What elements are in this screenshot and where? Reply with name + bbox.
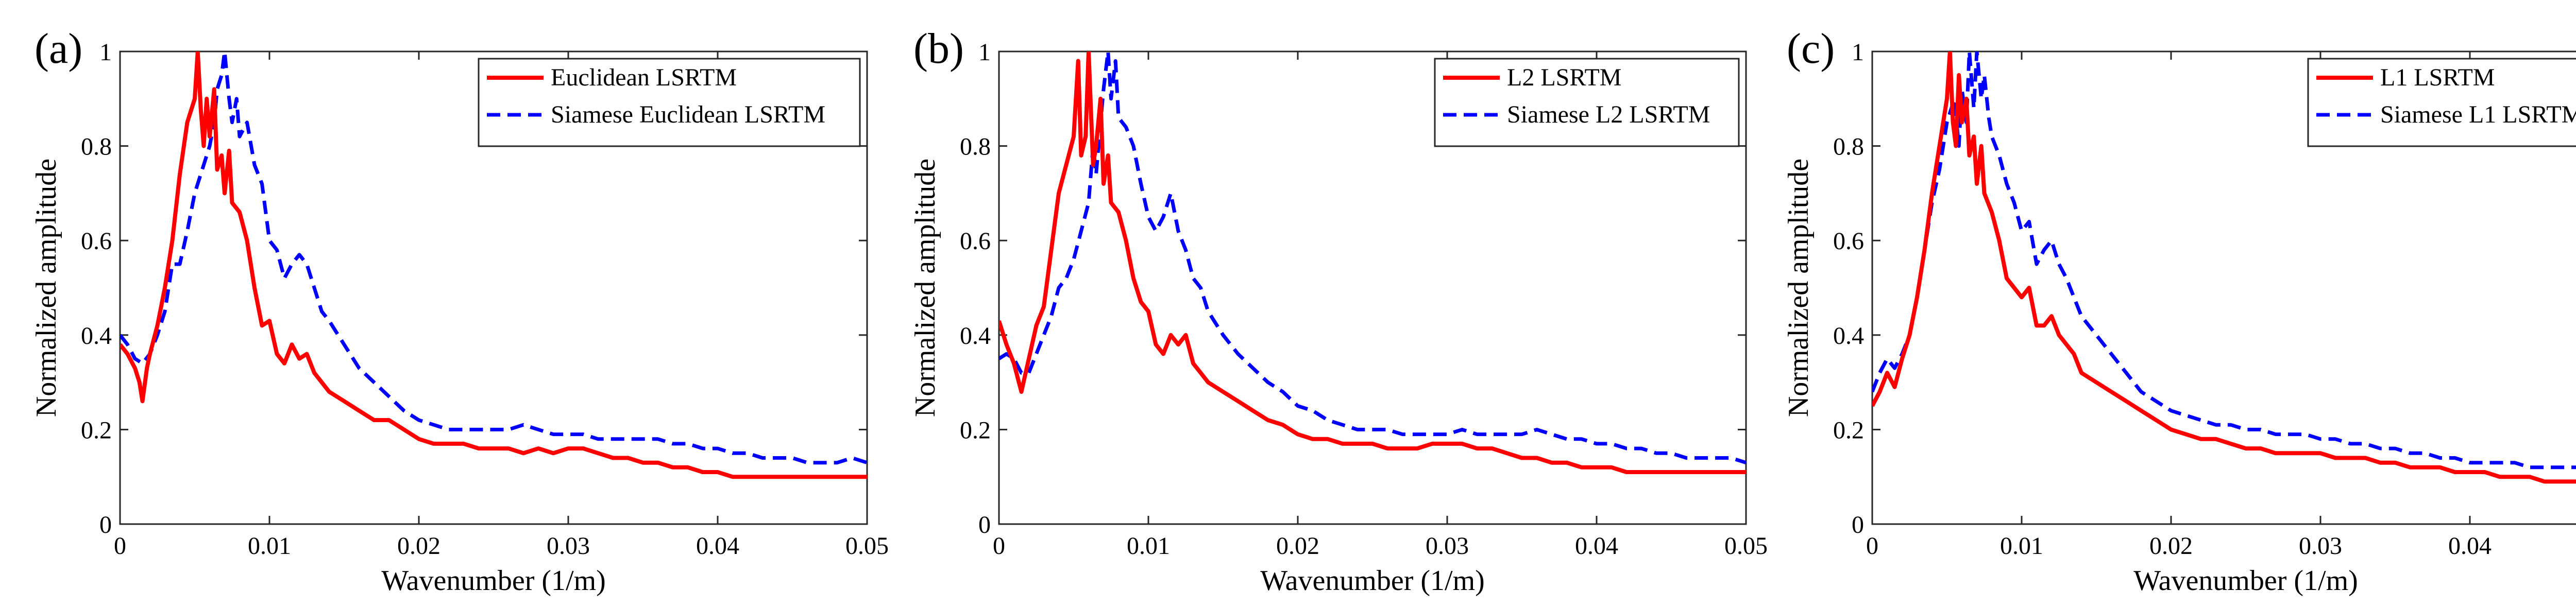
chart-panel-2: 00.010.020.030.040.0500.20.40.60.81Waven… <box>1783 25 2576 597</box>
legend: Euclidean LSRTM Siamese Euclidean LSRTM <box>478 58 861 147</box>
y-axis-label: Normalized amplitude <box>1783 159 1815 417</box>
y-axis-label: Normalized amplitude <box>30 159 62 417</box>
legend: L1 LSRTM Siamese L1 LSRTM <box>2307 58 2576 147</box>
legend-entry: Siamese L2 LSRTM <box>1507 101 1710 128</box>
y-tick-label: 1 <box>99 39 112 66</box>
series-line-baseline <box>1872 51 2576 484</box>
x-tick-label: 0.03 <box>2299 532 2342 560</box>
panel-label: (b) <box>913 25 964 73</box>
series-line-baseline <box>999 51 1746 474</box>
x-tick-label: 0.01 <box>248 532 291 560</box>
x-axis-label: Wavenumber (1/m) <box>381 565 606 597</box>
series-line-baseline <box>120 51 867 479</box>
x-tick-label: 0.02 <box>2149 532 2193 560</box>
legend-box <box>1434 58 1740 147</box>
y-tick-label: 1 <box>978 39 991 66</box>
y-tick-label: 0.2 <box>81 416 112 444</box>
y-tick-label: 0.2 <box>1833 416 1864 444</box>
y-tick-label: 0.2 <box>960 416 991 444</box>
x-tick-label: 0.01 <box>1127 532 1170 560</box>
y-tick-label: 0.6 <box>960 228 991 255</box>
plot-frame <box>119 50 868 525</box>
legend-box <box>478 58 861 147</box>
legend-entry: L1 LSRTM <box>2380 64 2495 91</box>
y-tick-label: 0.8 <box>1833 133 1864 161</box>
legend-entry: L2 LSRTM <box>1507 64 1621 91</box>
y-tick-label: 0 <box>978 511 991 538</box>
x-axis-label: Wavenumber (1/m) <box>2133 565 2358 597</box>
chart-panel-1: 0 0.01 0.02 0.03 0.04 0.05 0 0.2 0.4 0.6 0.8 1 Waven… <box>909 25 1768 597</box>
panel-label: (c) <box>1787 25 1835 73</box>
legend-box <box>2307 58 2576 147</box>
plot-frame <box>998 50 1747 525</box>
x-tick-label: 0 <box>993 532 1005 560</box>
y-tick-label: 0.4 <box>1833 322 1864 350</box>
y-tick-label: 0 <box>99 511 112 538</box>
x-tick-label: 0.02 <box>397 532 440 560</box>
legend: L2 LSRTM Siamese L2 LSRTM <box>1434 58 1740 147</box>
y-tick-label: 0.8 <box>81 133 112 161</box>
y-tick-label: 0.8 <box>960 133 991 161</box>
y-tick-label: 1 <box>1852 39 1864 66</box>
x-tick-label: 0.02 <box>1276 532 1319 560</box>
plot-frame <box>1871 50 2576 525</box>
y-tick-label: 0.6 <box>81 228 112 255</box>
x-axis-label: Wavenumber (1/m) <box>1260 565 1485 597</box>
y-tick-label: 0.6 <box>1833 228 1864 255</box>
series-line-siamese <box>120 51 867 465</box>
chart-panel-0: 0 0.01 0.02 0.03 0.04 0.05 0 0.2 0.4 0.6 0.8 1 Waven… <box>30 25 889 597</box>
y-tick-label: 0.4 <box>960 322 991 350</box>
y-tick-label: 0.4 <box>81 322 112 350</box>
x-tick-label: 0.04 <box>2448 532 2492 560</box>
y-tick-label: 0 <box>1852 511 1864 538</box>
x-tick-label: 0.03 <box>1426 532 1469 560</box>
x-tick-label: 0.05 <box>845 532 889 560</box>
x-tick-label: 0.04 <box>696 532 739 560</box>
x-tick-label: 0 <box>1866 532 1878 560</box>
x-tick-label: 0.04 <box>1575 532 1618 560</box>
x-tick-label: 0.03 <box>547 532 590 560</box>
x-tick-label: 0 <box>114 532 126 560</box>
legend-entry: Siamese L1 LSRTM <box>2380 101 2576 128</box>
legend-entry: Siamese Euclidean LSRTM <box>551 101 825 128</box>
panel-label: (a) <box>35 25 82 73</box>
series-line-siamese <box>999 51 1746 465</box>
y-axis-label: Normalized amplitude <box>909 159 941 417</box>
x-tick-label: 0.05 <box>1724 532 1768 560</box>
x-tick-label: 0.01 <box>2000 532 2043 560</box>
legend-entry: Euclidean LSRTM <box>551 64 737 91</box>
